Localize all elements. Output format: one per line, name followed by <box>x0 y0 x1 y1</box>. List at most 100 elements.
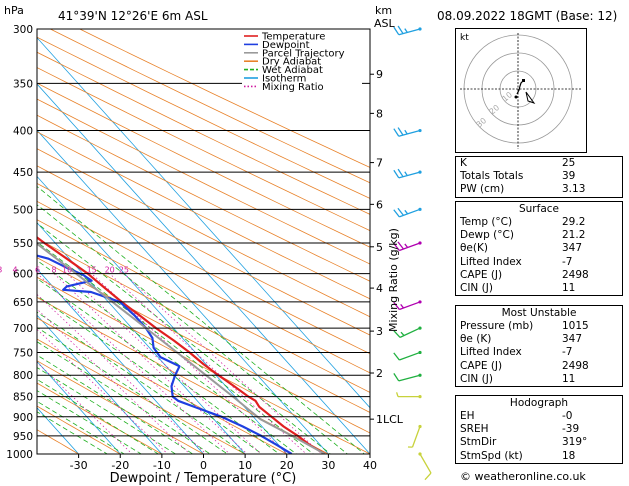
surface-value: -7 <box>562 255 573 268</box>
km-tick-label: 2 <box>376 367 383 380</box>
location-title: 41°39'N 12°26'E 6m ASL <box>58 9 208 23</box>
mixing-ratio-line <box>53 273 248 454</box>
isotherm-line <box>37 129 329 454</box>
wet-adiabat-line <box>37 341 211 454</box>
temperature-tick-label: 20 <box>280 459 294 472</box>
isotherm-line <box>37 222 246 454</box>
temperature-tick-label: 40 <box>363 459 377 472</box>
wind-barb <box>393 168 422 179</box>
most-unstable-row: Lifted Index -7 <box>456 346 622 359</box>
index-label: K <box>460 157 467 169</box>
legend-label: Dewpoint <box>262 40 310 51</box>
dry-adiabat-line <box>37 219 370 393</box>
most-unstable-label: θe (K) <box>460 333 492 346</box>
units-label: hPa <box>4 4 24 17</box>
km-tick-label: 8 <box>376 107 383 120</box>
surface-label: θe(K) <box>460 242 488 255</box>
isotherm-line <box>0 17 11 471</box>
hodograph-stat-label: SREH <box>460 423 489 436</box>
dry-adiabat-line <box>78 29 370 168</box>
km-tick-label: 1LCL <box>376 413 404 426</box>
wind-barb <box>407 424 422 448</box>
dry-adiabat-line <box>37 200 370 374</box>
hodograph-ring-label: 30 <box>475 116 489 129</box>
most-unstable-label: Pressure (mb) <box>460 320 534 332</box>
surface-value: 2498 <box>562 268 589 281</box>
pressure-tick-label: 350 <box>13 78 33 90</box>
surface-row: Temp (°C) 29.2 <box>456 216 622 229</box>
hodograph-stat-row: StmDir 319° <box>456 436 622 449</box>
series-dewpoint <box>37 254 293 454</box>
dry-adiabat-line <box>37 237 370 413</box>
pressure-tick-label: 550 <box>13 238 33 250</box>
mixing-ratio-line <box>66 273 262 454</box>
pressure-tick-label: 900 <box>13 412 33 424</box>
surface-label: CAPE (J) <box>460 268 503 281</box>
asl-label: ASL <box>374 17 396 30</box>
temperature-tick-label: 10 <box>238 459 252 472</box>
hodograph-trace <box>516 80 524 95</box>
dry-adiabat-line <box>37 51 370 215</box>
most-unstable-label: CAPE (J) <box>460 359 503 372</box>
dry-adiabat-line <box>37 182 370 355</box>
mixing-ratio-line <box>37 273 231 454</box>
hodograph-panel: kt 10 20 30 <box>455 28 587 153</box>
surface-row: CAPE (J) 2498 <box>456 269 622 282</box>
pressure-tick-label: 300 <box>13 24 33 36</box>
dry-adiabat-line <box>37 338 246 454</box>
km-tick-label: 6 <box>376 198 383 211</box>
temperature-tick-label: 30 <box>321 459 335 472</box>
wind-barb <box>393 373 422 382</box>
temperature-tick-label: -30 <box>70 459 88 472</box>
surface-label: CIN (J) <box>460 281 493 294</box>
legend-label: Temperature <box>261 32 325 43</box>
pressure-tick-label: 800 <box>13 370 33 382</box>
hodograph-stat-row: StmSpd (kt) 18 <box>456 450 622 463</box>
x-axis-label: Dewpoint / Temperature (°C) <box>110 471 297 486</box>
hodograph-table-panel: Hodograph EH -0 SREH -39 StmDir 319° StmSpd (k… <box>455 395 623 464</box>
temperature-tick-label: -10 <box>153 459 171 472</box>
credit-text: © weatheronline.co.uk <box>460 470 586 483</box>
most-unstable-value: 1015 <box>562 320 589 332</box>
index-row: Totals Totals 39 <box>456 170 622 183</box>
legend-label: Wet Adiabat <box>262 65 323 76</box>
most-unstable-label: CIN (J) <box>460 372 493 385</box>
surface-row: Dewp (°C) 21.2 <box>456 229 622 242</box>
legend-label: Isotherm <box>262 74 306 85</box>
mixing-ratio-label: 4 <box>13 266 18 275</box>
surface-label: Temp (°C) <box>460 216 513 228</box>
dry-adiabat-line <box>37 257 370 434</box>
series-temperature <box>37 236 326 454</box>
surface-row: CIN (J) 11 <box>456 282 622 295</box>
mixing-ratio-label: 10 <box>62 266 72 275</box>
most-unstable-value: -7 <box>562 346 573 359</box>
index-row: K 25 <box>456 157 622 170</box>
series-parcel-trajectory <box>37 242 326 454</box>
isotherm-line <box>37 83 370 454</box>
mixing-ratio-label: 8 <box>51 266 56 275</box>
wet-adiabat-line <box>37 222 332 454</box>
temperature-tick-label: -20 <box>111 459 129 472</box>
hodograph-point <box>514 95 518 99</box>
wind-barb <box>393 300 422 311</box>
pressure-tick-label: 950 <box>13 431 33 443</box>
wet-adiabat-line <box>37 260 298 454</box>
wind-barb <box>393 326 422 338</box>
legend-box <box>242 31 362 93</box>
mixing-ratio-label: 15 <box>87 266 97 275</box>
surface-value: 347 <box>562 242 583 255</box>
index-label: PW (cm) <box>460 183 505 196</box>
isotherm-line <box>37 314 163 454</box>
mixing-ratio-line <box>37 293 207 454</box>
wet-adiabat-line <box>37 311 246 454</box>
indices-panel: K 25 Totals Totals 39 PW (cm) 3.13 <box>455 156 623 198</box>
wet-adiabat-line <box>37 185 366 454</box>
wet-adiabat-line <box>37 327 229 454</box>
most-unstable-row: θe (K) 347 <box>456 333 622 346</box>
wind-barb <box>393 207 422 218</box>
hodograph-kt-label: kt <box>460 33 469 43</box>
surface-label: Dewp (°C) <box>460 229 514 242</box>
dry-adiabat-line <box>37 67 370 232</box>
wind-barb <box>418 452 432 481</box>
surface-value: 29.2 <box>562 216 586 228</box>
